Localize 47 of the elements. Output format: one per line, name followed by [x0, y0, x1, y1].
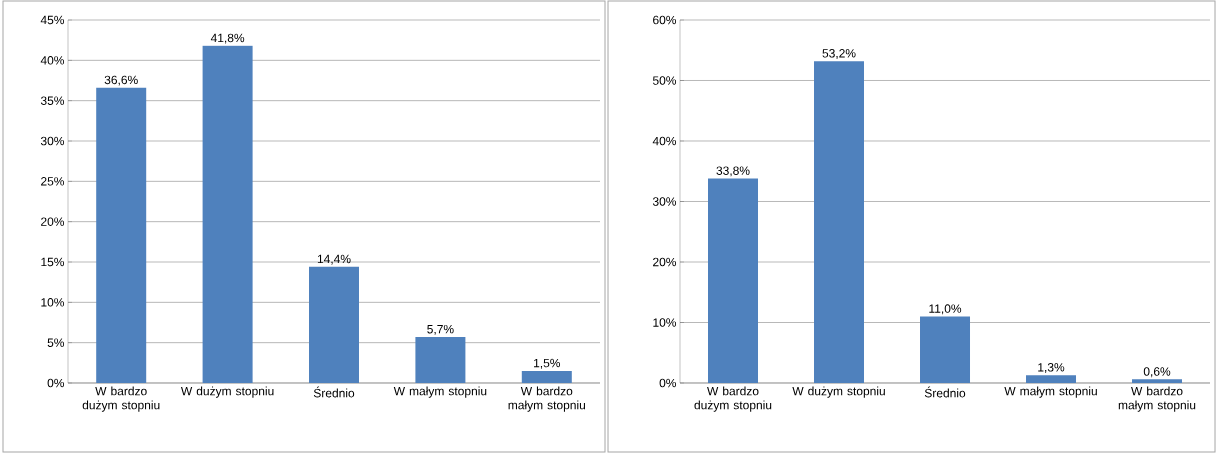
x-tick-label: Średnio: [924, 386, 966, 398]
y-tick-label: 10%: [41, 298, 65, 307]
x-tick-label: W małym stopniu: [393, 386, 487, 398]
data-label: 11,0%: [929, 304, 962, 315]
y-tick-label: 15%: [41, 257, 65, 267]
data-label: 33,8%: [716, 166, 750, 177]
data-label: 1,3%: [1038, 363, 1065, 373]
data-label: 36,6%: [104, 75, 138, 86]
bar: [309, 266, 359, 383]
y-tick-label: 60%: [653, 15, 677, 25]
y-tick-label: 20%: [653, 257, 677, 267]
y-tick-label: 10%: [653, 318, 677, 327]
bar: [708, 178, 759, 383]
x-tick-label: W bardzo dużym stopniu: [82, 386, 160, 412]
y-tick-label: 0%: [47, 378, 65, 388]
data-label: 41,8%: [210, 33, 245, 44]
x-tick-label: W bardzo dużym stopniu: [694, 386, 772, 412]
y-tick-label: 35%: [40, 96, 65, 105]
x-tick-label: W dużym stopniu: [792, 386, 885, 398]
y-tick-label: 40%: [40, 56, 65, 65]
x-tick-label: W bardzo małym stopniu: [1118, 386, 1196, 412]
y-tick-label: 40%: [652, 136, 677, 146]
data-label: 0,6%: [1143, 367, 1171, 378]
y-tick-label: 20%: [41, 217, 65, 226]
y-tick-label: 0%: [659, 378, 677, 388]
bar: [415, 337, 466, 383]
y-tick-label: 50%: [652, 76, 677, 85]
bar: [96, 87, 147, 383]
bar: [1132, 379, 1183, 383]
bar: [521, 370, 572, 383]
x-tick-label: W bardzo małym stopniu: [508, 386, 586, 412]
data-label: 14,4%: [317, 254, 351, 265]
x-tick-label: W małym stopniu: [1004, 386, 1097, 398]
bar: [920, 316, 971, 383]
bar: [814, 61, 865, 383]
bar: [1026, 375, 1077, 383]
y-tick-label: 25%: [41, 177, 65, 186]
data-label: 1,5%: [534, 358, 561, 369]
data-label: 5,7%: [427, 324, 454, 335]
data-label: 53,2%: [822, 49, 856, 59]
bar: [202, 45, 253, 383]
y-tick-label: 30%: [652, 197, 677, 206]
y-tick-label: 45%: [40, 15, 65, 25]
x-tick-label: W dużym stopniu: [180, 386, 274, 398]
y-tick-label: 5%: [47, 338, 65, 347]
x-tick-label: Średnio: [313, 386, 355, 398]
y-tick-label: 30%: [40, 136, 65, 146]
